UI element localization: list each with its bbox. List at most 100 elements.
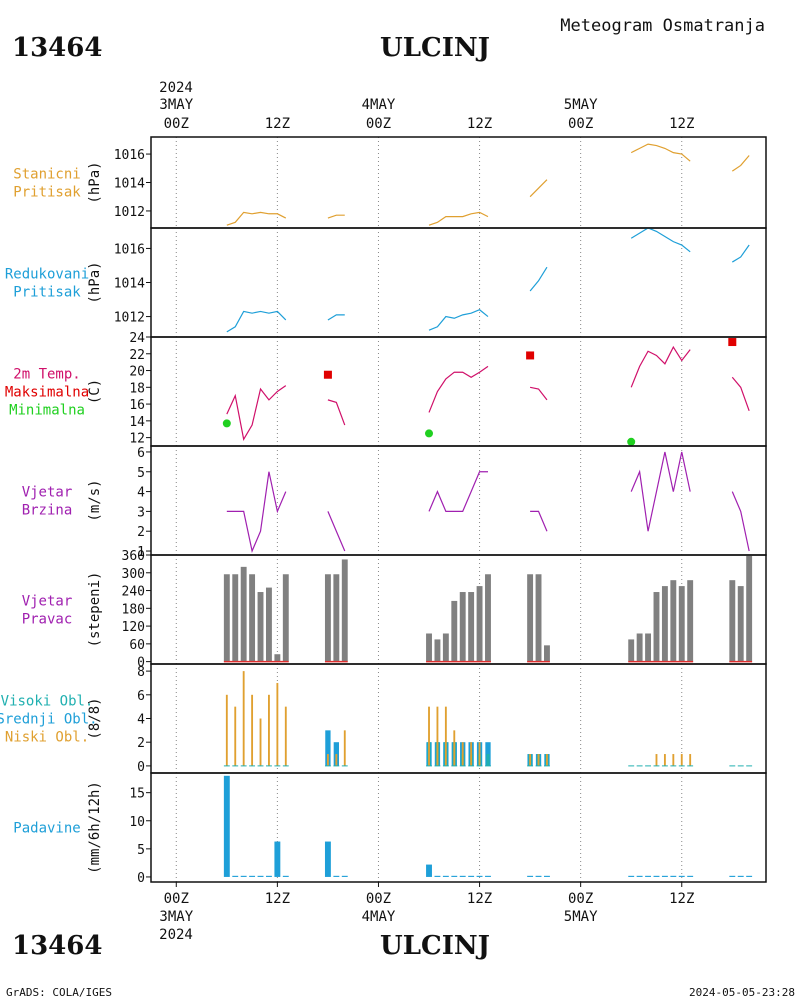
panel-marks <box>223 775 753 877</box>
series-line <box>529 179 548 198</box>
precip-bar <box>485 875 491 877</box>
panel-marks <box>226 143 750 226</box>
panel-frame <box>150 772 767 883</box>
precip-bar <box>274 841 281 877</box>
precip-bar <box>653 875 660 877</box>
y-tick-label: 360 <box>122 549 145 564</box>
y-tick-label: 0 <box>137 871 145 886</box>
panel-label: Maksimalna <box>5 385 89 401</box>
y-tick-label: 120 <box>122 620 145 635</box>
bottom-axis-date: 4MAY <box>362 909 396 925</box>
panel-frame <box>150 336 767 447</box>
top-axis-hour: 12Z <box>669 116 694 132</box>
series-line <box>226 471 287 554</box>
panel-marks <box>226 451 750 554</box>
wind-dir-bar <box>645 633 652 662</box>
cloud-low-bar <box>234 706 237 766</box>
series-line <box>630 345 691 388</box>
precip-bar <box>746 875 753 877</box>
panel-label: Minimalna <box>9 403 85 419</box>
series-line <box>731 376 750 411</box>
wind-dir-bar <box>324 574 331 662</box>
panel-wind_speed: Vjetar Brzina (m/s) 1 2 3 4 5 6 <box>22 445 767 560</box>
series-line <box>226 385 287 441</box>
wind-dir-bar <box>468 592 475 662</box>
wind-dir-bar <box>223 574 230 662</box>
tmin-marker <box>425 429 434 438</box>
wind-dir-bar <box>459 592 466 662</box>
y-tick-label: 60 <box>129 638 145 653</box>
y-tick-label: 6 <box>137 689 145 704</box>
y-axis-label: (C) <box>87 379 103 404</box>
station-id-top: 13464 <box>12 33 102 63</box>
precip-bar <box>442 875 449 877</box>
series-line <box>731 491 750 552</box>
series-line <box>327 314 345 321</box>
wind-dir-bar <box>746 555 753 662</box>
wind-dir-bar <box>249 574 256 662</box>
wind-dir-bar <box>451 600 458 662</box>
y-tick-label: 2 <box>137 736 145 751</box>
precip-bar <box>544 875 550 877</box>
panel-frame <box>150 227 767 338</box>
y-axis-label: (hPa) <box>87 261 103 303</box>
wind-dir-bar <box>670 580 677 662</box>
footer-credit: GrADS: COLA/IGES <box>6 986 112 999</box>
cloud-mid-bar <box>325 730 331 766</box>
cloud-low-bar <box>284 706 287 766</box>
cloud-low-bar <box>343 730 346 766</box>
y-tick-label: 4 <box>137 713 145 728</box>
wind-dir-bar <box>442 633 449 662</box>
cloud-low-bar <box>335 754 338 766</box>
panel-clouds: Visoki Obl. Srednji Obl. Niski Obl.(8/8) 0 2… <box>0 663 767 775</box>
wind-dir-bar <box>544 645 550 662</box>
wind-dir-bar <box>240 566 247 662</box>
y-tick-label: 0 <box>137 760 145 775</box>
y-tick-label: 20 <box>129 365 145 380</box>
precip-bar <box>240 875 247 877</box>
series-line <box>530 510 548 532</box>
y-tick-label: 1012 <box>114 311 145 326</box>
panel-label: Brzina <box>22 503 73 519</box>
bottom-axis-hour: 12Z <box>467 891 492 907</box>
y-tick-label: 0 <box>137 656 145 671</box>
precip-bar <box>729 875 736 877</box>
precip-bar <box>535 875 542 877</box>
y-tick-label: 1016 <box>114 242 145 257</box>
wind-dir-bar <box>333 574 340 662</box>
precip-bar <box>678 875 685 877</box>
panel-wind_direction: Vjetar Pravac (stepeni) 0 60 120 180 240 300 360 <box>22 549 767 671</box>
panel-label: Vjetar <box>22 594 73 610</box>
wind-dir-bar <box>485 574 491 662</box>
wind-dir-bar <box>535 574 542 662</box>
precip-bar <box>636 875 643 877</box>
panel-label: Pritisak <box>13 285 81 301</box>
bottom-time-axis: 2024 00Z 3MAY 12Z 00Z 4MAY 12Z 00Z 5MAY 12Z <box>159 882 694 943</box>
panel-label: Visoki Obl. <box>1 694 94 710</box>
top-axis-hour: 00Z <box>366 116 391 132</box>
cloud-low-bar <box>672 754 675 766</box>
series-line <box>529 266 548 292</box>
panel-label: Vjetar <box>22 485 73 501</box>
precip-bar <box>341 875 348 877</box>
precip-bar <box>451 875 458 877</box>
y-tick-label: 2 <box>137 525 145 540</box>
bottom-axis-date: 5MAY <box>564 909 598 925</box>
series-line <box>428 309 489 331</box>
y-tick-label: 1016 <box>114 148 145 163</box>
panel-label: Pravac <box>22 612 73 628</box>
precip-bar <box>324 841 331 877</box>
station-name-top: ULCINJ <box>380 33 490 63</box>
series-line <box>226 211 287 226</box>
precip-bar <box>223 775 230 877</box>
cloud-low-bar <box>251 694 254 766</box>
wind-dir-bar <box>274 654 281 662</box>
bottom-axis-hour: 12Z <box>669 891 694 907</box>
y-tick-label: 22 <box>129 348 145 363</box>
panel-reduced_pressure: Redukovani Pritisak (hPa) 1012 1014 1016 <box>5 227 767 338</box>
y-tick-label: 3 <box>137 505 145 520</box>
panel-label: Redukovani <box>5 267 89 283</box>
cloud-low-bar <box>268 694 270 766</box>
cloud-low-bar <box>444 706 447 766</box>
